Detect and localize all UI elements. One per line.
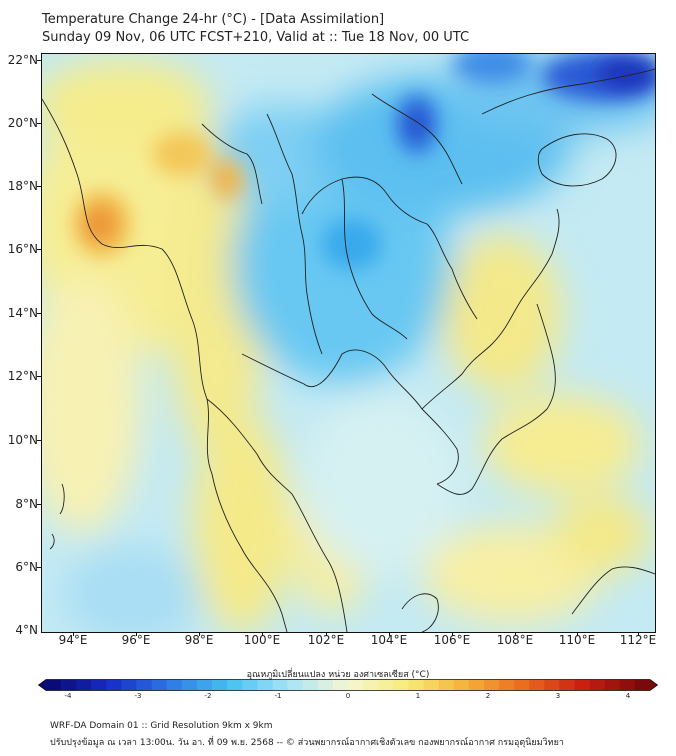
colorbar-cell — [302, 679, 319, 691]
colorbar-cell — [423, 679, 439, 691]
colorbar-title: อุณหภูมิเปลี่ยนแปลง หน่วย องศาเซลเซียส (… — [246, 670, 430, 680]
colorbar-cell — [227, 679, 243, 691]
lat-tick — [37, 123, 41, 124]
lat-tick — [37, 60, 41, 61]
colorbar-cell — [529, 679, 545, 691]
coastline-and-borders — [42, 68, 655, 632]
colorbar-cell — [91, 679, 107, 691]
lon-tick — [199, 632, 200, 636]
lat-tick — [37, 440, 41, 441]
colorbar-cell — [272, 679, 288, 691]
lat-label-16: 16°N — [7, 242, 38, 256]
lat-tick — [37, 376, 41, 377]
lon-label-112: 112°E — [619, 633, 657, 647]
lon-label-94: 94°E — [58, 633, 88, 647]
lon-label-104: 104°E — [370, 633, 408, 647]
colorbar-cell — [106, 679, 122, 691]
colorbar-cell — [61, 679, 77, 691]
chart-subtitle: Sunday 09 Nov, 06 UTC FCST+210, Valid at… — [42, 30, 470, 45]
colorbar-cell — [151, 679, 168, 691]
lon-tick — [515, 632, 516, 636]
colorbar-label: -3 — [134, 692, 142, 700]
colorbar-cell — [378, 679, 394, 691]
lon-label-108: 108°E — [496, 633, 534, 647]
lat-label-12: 12°N — [7, 369, 38, 383]
lon-tick — [136, 632, 137, 636]
lon-tick — [326, 632, 327, 636]
colorbar-cell — [348, 679, 364, 691]
temperature-change-map[interactable] — [41, 53, 656, 633]
colorbar-label: -4 — [64, 692, 72, 700]
lon-label-98: 98°E — [184, 633, 214, 647]
colorbar-cell — [634, 679, 651, 691]
lon-tick — [262, 632, 263, 636]
colorbar-cell — [468, 679, 485, 691]
lat-label-20: 20°N — [7, 116, 38, 130]
colorbar-cell — [257, 679, 273, 691]
colorbar-label: 4 — [625, 692, 631, 700]
colorbar-cell — [121, 679, 137, 691]
colorbar-cell — [181, 679, 198, 691]
colorbar-label: -2 — [204, 692, 212, 700]
colorbar-label: 3 — [555, 692, 561, 700]
colorbar-cell — [136, 679, 152, 691]
colorbar-cell — [438, 679, 454, 691]
colorbar-cell — [604, 679, 621, 691]
lat-tick — [37, 504, 41, 505]
colorbar-cell — [242, 679, 258, 691]
colorbar-cell — [197, 679, 213, 691]
colorbar-cell — [544, 679, 560, 691]
colorbar-cell — [76, 679, 92, 691]
colorbar-cell — [317, 679, 334, 691]
colorbar-cell — [363, 679, 379, 691]
lat-label-10: 10°N — [7, 433, 38, 447]
lon-label-110: 110°E — [558, 633, 596, 647]
colorbar-end-arrow — [38, 679, 46, 691]
colorbar-cell — [514, 679, 530, 691]
lat-tick — [37, 186, 41, 187]
lon-tick — [577, 632, 578, 636]
lon-tick — [452, 632, 453, 636]
lat-tick — [37, 567, 41, 568]
lon-tick — [389, 632, 390, 636]
lon-tick — [638, 632, 639, 636]
chart-title: Temperature Change 24-hr (°C) - [Data As… — [42, 12, 385, 27]
lat-label-14: 14°N — [7, 306, 38, 320]
colorbar-cell — [619, 679, 636, 691]
colorbar-cell — [393, 679, 409, 691]
colorbar-label: -1 — [274, 692, 282, 700]
colorbar-cell — [499, 679, 515, 691]
colorbar-cell — [166, 679, 183, 691]
lon-label-106: 106°E — [433, 633, 471, 647]
colorbar-cell — [212, 679, 228, 691]
colorbar-label: 1 — [415, 692, 421, 700]
lat-label-22: 22°N — [7, 53, 38, 67]
colorbar-cell — [483, 679, 500, 691]
lon-label-100: 100°E — [243, 633, 281, 647]
colorbar-cell — [559, 679, 575, 691]
lat-label-8: 8°N — [15, 497, 38, 511]
footer-model-info: WRF-DA Domain 01 :: Grid Resolution 9km … — [50, 721, 273, 731]
colorbar-cell — [574, 679, 590, 691]
lat-label-18: 18°N — [7, 179, 38, 193]
colorbar-cell — [408, 679, 424, 691]
lat-label-4: 4°N — [15, 623, 38, 637]
colorbar — [38, 679, 658, 691]
colorbar-cell — [589, 679, 605, 691]
colorbar-end-arrow — [650, 679, 658, 691]
lon-label-102: 102°E — [307, 633, 345, 647]
colorbar-cell — [46, 679, 62, 691]
colorbar-label: 2 — [485, 692, 491, 700]
lon-label-96: 96°E — [121, 633, 151, 647]
lat-tick — [37, 249, 41, 250]
colorbar-cell — [287, 679, 303, 691]
lat-label-6: 6°N — [15, 560, 38, 574]
lon-tick — [73, 632, 74, 636]
colorbar-label: 0 — [345, 692, 351, 700]
footer-credit: ปรับปรุงข้อมูล ณ เวลา 13:00น. วัน อา. ที… — [50, 738, 564, 748]
map-canvas — [42, 54, 655, 632]
lat-tick — [37, 313, 41, 314]
colorbar-cell — [453, 679, 470, 691]
colorbar-cell — [332, 679, 349, 691]
